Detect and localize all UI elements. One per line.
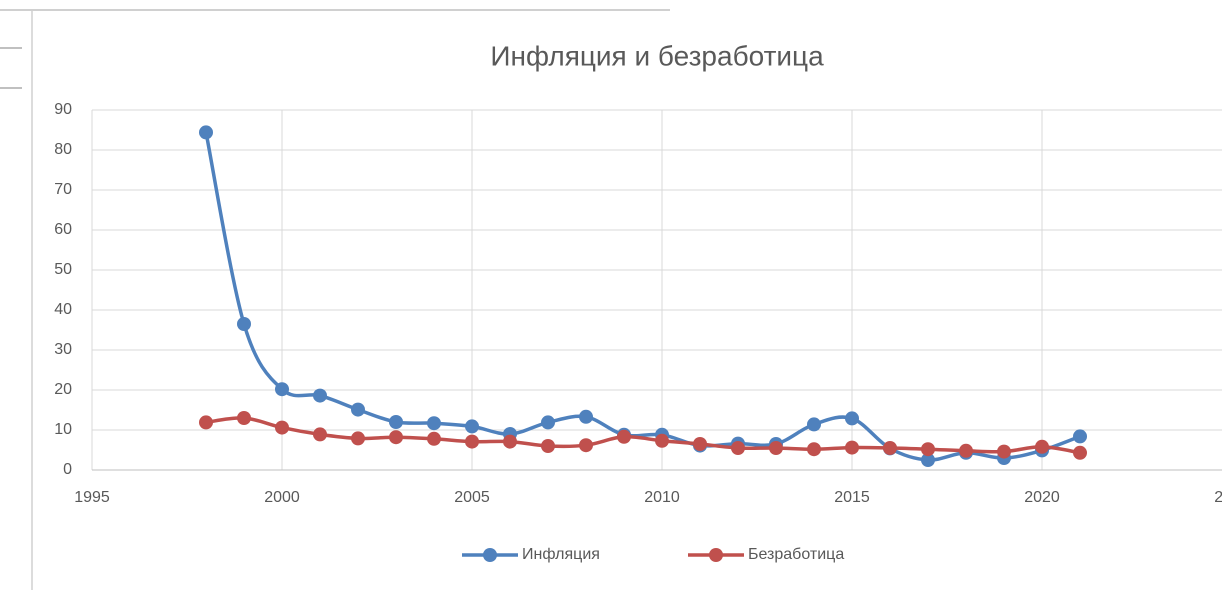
point (541, 439, 555, 453)
y-tick-label: 50 (54, 261, 72, 278)
point (579, 409, 593, 424)
point (275, 420, 289, 435)
point (465, 434, 479, 449)
point (237, 317, 251, 331)
point (275, 382, 289, 397)
legend-marker (483, 548, 497, 562)
point (617, 429, 631, 444)
x-tick-label: 2000 (264, 489, 300, 506)
x-tick-label: 2005 (454, 489, 490, 506)
point (351, 402, 365, 417)
point (655, 433, 669, 448)
y-tick-label: 70 (54, 181, 72, 198)
point (883, 441, 897, 455)
point (465, 419, 479, 434)
y-tick-label: 10 (54, 421, 72, 438)
point (1073, 429, 1087, 444)
point (313, 427, 327, 442)
point (427, 416, 441, 431)
x-tick-label: 2010 (644, 489, 680, 506)
point (313, 388, 327, 403)
point (769, 441, 783, 455)
legend-label: Инфляция (522, 546, 600, 563)
point (427, 431, 441, 446)
series-line (204, 132, 1081, 462)
y-tick-label: 80 (54, 141, 72, 158)
point (807, 417, 821, 432)
x-tick-label: 1995 (74, 489, 110, 506)
point (389, 415, 403, 429)
point (199, 415, 213, 430)
y-tick-label: 90 (54, 101, 72, 118)
point (693, 437, 707, 451)
x-tick-label: 2025 (1214, 489, 1222, 506)
point (541, 415, 555, 430)
point (199, 125, 213, 140)
legend-label: Безработица (748, 546, 844, 563)
point (503, 434, 517, 449)
point (351, 431, 365, 446)
y-tick-label: 0 (63, 461, 72, 478)
y-tick-label: 20 (54, 381, 72, 398)
y-tick-label: 40 (54, 301, 72, 318)
legend-marker (709, 548, 723, 562)
x-tick-label: 2015 (834, 489, 870, 506)
point (921, 442, 935, 457)
point (237, 411, 251, 425)
point (845, 440, 859, 455)
point (959, 443, 973, 458)
point (845, 411, 859, 426)
point (579, 438, 593, 453)
point (389, 430, 403, 445)
point (807, 442, 821, 457)
x-tick-label: 2020 (1024, 489, 1060, 506)
point (1073, 445, 1087, 460)
point (731, 441, 745, 455)
y-tick-label: 30 (54, 341, 72, 358)
point (997, 444, 1011, 459)
point (921, 453, 935, 467)
y-tick-label: 60 (54, 221, 72, 238)
point (1035, 439, 1049, 454)
chart-title: Инфляция и безработица (490, 40, 824, 71)
